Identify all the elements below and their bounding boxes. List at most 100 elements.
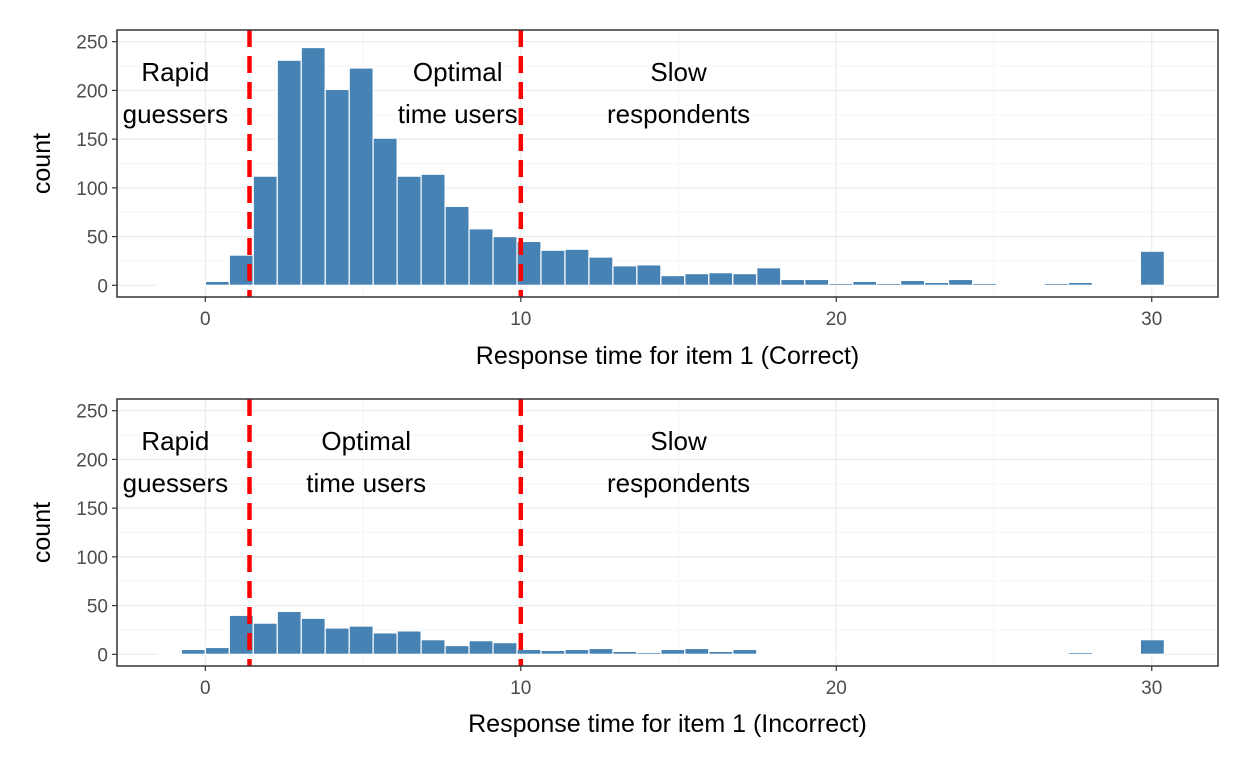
histogram-bar <box>564 648 590 655</box>
histogram-bar <box>1115 284 1141 287</box>
x-tick-label: 0 <box>200 678 211 699</box>
histogram-bar <box>444 644 470 655</box>
histogram-bar <box>540 249 566 286</box>
histogram-bar <box>1139 250 1165 286</box>
histogram-bar <box>276 610 302 655</box>
histogram-bar <box>636 264 662 286</box>
histogram-bar <box>420 173 446 286</box>
histogram-bar <box>276 59 302 286</box>
x-axis-title: Response time for item 1 (Incorrect) <box>468 710 867 738</box>
y-tick-label: 200 <box>76 450 108 471</box>
histogram-bar <box>684 647 710 655</box>
histogram-bar <box>804 652 830 655</box>
histogram-bar <box>708 650 734 655</box>
histogram-bar <box>804 278 830 286</box>
panel-1: Rapid guessers Optimal time users Slow respon… <box>28 29 1219 370</box>
histogram-bar <box>252 622 278 655</box>
histogram-bar <box>924 653 950 656</box>
histogram-bar <box>372 137 398 286</box>
histogram-bar <box>971 653 998 656</box>
histogram-bar <box>324 627 350 655</box>
histogram-bar <box>924 281 950 286</box>
x-tick-label: 10 <box>510 678 531 699</box>
histogram-bar <box>348 625 374 655</box>
panel-2: Rapid guessers Optimal time users Slow respon… <box>28 398 1219 738</box>
histogram-bar <box>780 653 806 656</box>
histogram-bar <box>971 282 998 286</box>
histogram-bar <box>348 67 374 286</box>
histogram-bar <box>588 647 614 655</box>
y-tick-label: 150 <box>76 130 108 151</box>
y-tick-label: 50 <box>87 228 108 249</box>
histogram-bar <box>612 650 638 655</box>
y-tick-label: 200 <box>76 81 108 102</box>
histogram-bar <box>1043 653 1070 656</box>
histogram-bar <box>876 653 902 656</box>
y-tick-label: 50 <box>87 597 108 618</box>
group-annotation: Slow respondents <box>607 426 750 498</box>
histogram-bar <box>588 256 614 286</box>
histogram-bar <box>852 280 878 286</box>
group-annotation: Slow respondents <box>607 57 750 129</box>
histogram-bar <box>612 265 638 286</box>
histogram-bar <box>995 653 1022 656</box>
histogram-bar <box>1091 284 1118 287</box>
panel-border <box>116 398 1219 667</box>
histogram-bar <box>684 273 710 286</box>
histogram-bar <box>660 648 686 655</box>
histogram-bar <box>468 228 494 286</box>
y-tick-label: 250 <box>76 402 108 423</box>
group-annotation: Rapid guessers <box>123 426 229 498</box>
histogram-bar <box>1139 639 1165 655</box>
y-tick-label: 100 <box>76 179 108 200</box>
histogram-bar <box>947 278 974 286</box>
histogram-bar <box>540 649 566 655</box>
histogram-bar <box>876 282 902 286</box>
group-annotation: Rapid guessers <box>123 57 229 129</box>
histogram-bar <box>732 273 758 286</box>
panel-border <box>116 29 1219 298</box>
histogram-bar <box>204 646 230 655</box>
histogram-bar <box>444 205 470 286</box>
histogram-bar <box>828 282 854 286</box>
histogram-bar <box>180 284 206 287</box>
histogram-bar <box>252 175 278 286</box>
x-tick-label: 30 <box>1141 678 1162 699</box>
histogram-bar <box>756 653 782 656</box>
x-tick-label: 20 <box>826 678 847 699</box>
histogram-bar <box>156 284 182 287</box>
x-tick-label: 30 <box>1141 309 1162 330</box>
histogram-bar <box>995 284 1022 287</box>
histogram-bar <box>300 617 326 655</box>
histogram-bar <box>1091 653 1118 656</box>
y-axis-title: count <box>28 133 56 194</box>
histogram-bar <box>156 653 182 656</box>
histogram-bar <box>780 278 806 286</box>
group-annotation: Optimal time users <box>398 57 518 129</box>
histogram-bar <box>1043 282 1070 286</box>
histogram-bar <box>396 175 422 286</box>
histogram-bar <box>1115 653 1141 656</box>
histogram-bar <box>1067 281 1094 286</box>
histogram-bar <box>900 652 926 655</box>
histogram-bar <box>1019 284 1046 287</box>
histogram-bar <box>468 640 494 655</box>
histogram-bar <box>732 648 758 655</box>
histogram-bar <box>852 652 878 655</box>
histogram-bar <box>372 632 398 655</box>
histogram-bar <box>300 46 326 286</box>
histogram-bar <box>660 274 686 286</box>
x-tick-label: 0 <box>200 309 211 330</box>
histogram-bar <box>828 652 854 655</box>
y-tick-label: 100 <box>76 548 108 569</box>
histogram-bar <box>708 272 734 286</box>
histogram-bar <box>1019 653 1046 656</box>
y-tick-label: 150 <box>76 499 108 520</box>
group-annotation: Optimal time users <box>306 426 426 498</box>
x-tick-label: 10 <box>510 309 531 330</box>
y-tick-label: 0 <box>97 645 108 666</box>
histogram-bar <box>204 280 230 286</box>
histogram-bar <box>492 642 518 655</box>
